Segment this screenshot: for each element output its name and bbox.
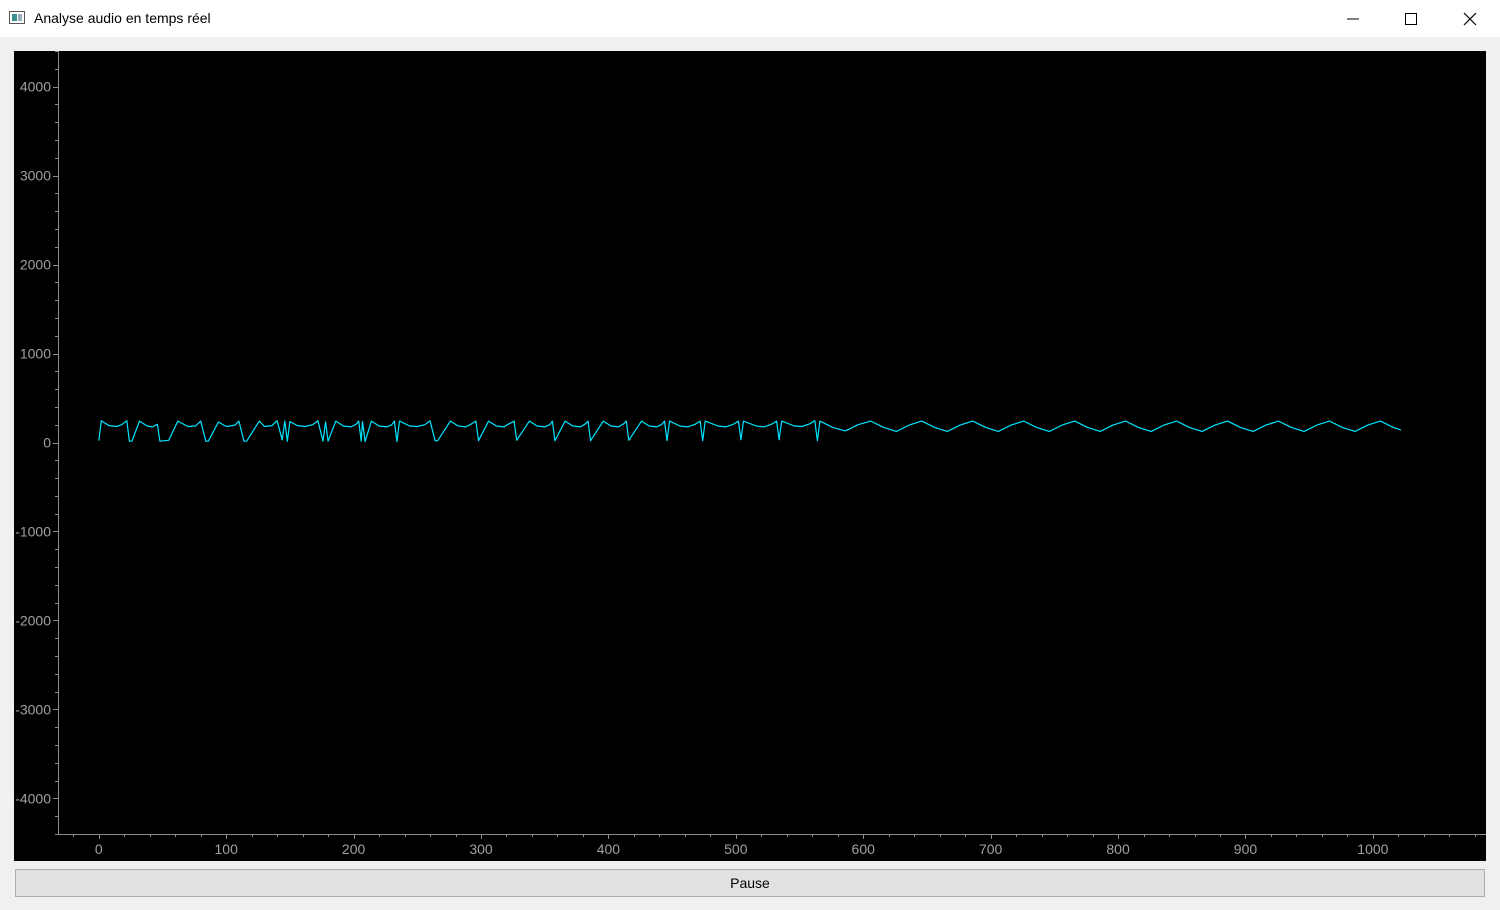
x-tick-label: 700 [979, 841, 1003, 857]
y-tick-label: 0 [43, 435, 51, 451]
x-tick-label: 0 [95, 841, 103, 857]
maximize-icon [1405, 13, 1417, 25]
maximize-button[interactable] [1382, 0, 1440, 37]
y-tick-label: 2000 [20, 257, 51, 273]
x-tick-label: 800 [1106, 841, 1130, 857]
x-tick-label: 100 [215, 841, 239, 857]
y-tick-label: -1000 [15, 523, 51, 539]
close-icon [1463, 12, 1477, 26]
y-tick-label: -3000 [15, 701, 51, 717]
close-button[interactable] [1441, 0, 1499, 37]
x-tick-label: 400 [597, 841, 621, 857]
minimize-button[interactable] [1324, 0, 1382, 37]
x-tick-label: 600 [852, 841, 876, 857]
signal-trace [99, 421, 1401, 442]
y-tick-label: 4000 [20, 79, 51, 95]
x-tick-label: 1000 [1357, 841, 1388, 857]
app-icon [9, 11, 25, 24]
title-bar: Analyse audio en temps réel [0, 0, 1500, 37]
y-tick-label: 1000 [20, 346, 51, 362]
minimize-icon [1347, 13, 1359, 25]
y-tick-label: -2000 [15, 612, 51, 628]
x-tick-label: 200 [342, 841, 366, 857]
pause-button[interactable]: Pause [15, 869, 1485, 897]
x-tick-label: 500 [724, 841, 748, 857]
window-title: Analyse audio en temps réel [34, 10, 211, 26]
waveform-chart: 4000 3000 2000 1000 0 -1000 -2000 -3000 -4000 0 10… [14, 51, 1486, 861]
x-tick-label: 300 [469, 841, 493, 857]
waveform-plot[interactable]: 4000 3000 2000 1000 0 -1000 -2000 -3000 -4000 0 10… [14, 51, 1486, 861]
y-tick-label: 3000 [20, 168, 51, 184]
y-tick-label: -4000 [15, 790, 51, 806]
x-tick-label: 900 [1234, 841, 1258, 857]
